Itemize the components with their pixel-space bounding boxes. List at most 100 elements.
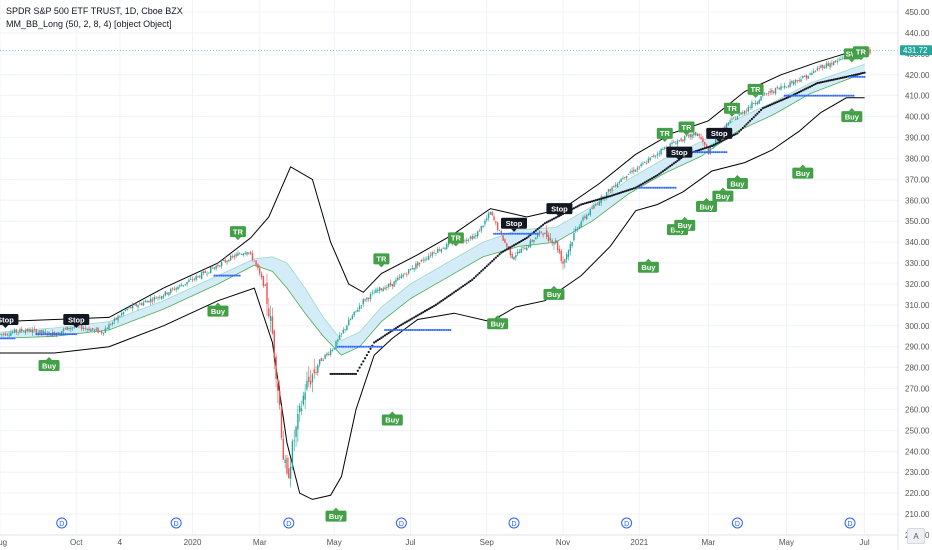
trail-dot: [452, 291, 456, 294]
signal-tr-marker[interactable]: TR: [447, 232, 464, 247]
candle-body: [796, 79, 799, 81]
signal-buy-marker[interactable]: Buy: [381, 411, 403, 426]
candle-body: [698, 134, 700, 136]
level-dot: [351, 345, 354, 348]
candle-body: [120, 313, 123, 316]
level-dot: [840, 94, 842, 97]
candle-body: [291, 441, 294, 468]
trail-dot: [858, 72, 861, 76]
trail-dot: [781, 98, 784, 101]
signal-stop-marker[interactable]: Stop: [501, 217, 528, 232]
signal-tr-marker[interactable]: TR: [373, 253, 390, 268]
x-tick-label: May: [779, 538, 794, 547]
trail-dot: [641, 182, 645, 185]
trail-dot: [696, 149, 699, 152]
dividend-icon[interactable]: D: [395, 517, 407, 529]
trail-dot: [491, 259, 494, 263]
signal-stop-marker[interactable]: Stop: [546, 203, 573, 218]
candle-body: [318, 359, 321, 365]
trail-dot: [701, 147, 705, 150]
signal-stop-marker[interactable]: Stop: [0, 314, 19, 329]
candle-body: [584, 216, 586, 218]
y-tick-label: 230.00: [905, 468, 930, 477]
trail-dot: [605, 196, 608, 199]
signal-buy-marker[interactable]: Buy: [712, 187, 734, 202]
level-dot: [714, 151, 717, 154]
candle-body: [553, 242, 555, 245]
signal-tr-marker[interactable]: TR: [723, 102, 740, 117]
candle-body: [426, 258, 428, 260]
candle-body: [644, 162, 646, 164]
trail-dot: [427, 307, 430, 311]
candle-body: [182, 285, 185, 286]
candle-body: [407, 269, 410, 274]
signal-tr-marker[interactable]: TR: [852, 46, 869, 61]
dividend-icon[interactable]: D: [844, 517, 856, 529]
level-dot: [667, 186, 670, 189]
signal-tr-marker[interactable]: TR: [229, 226, 246, 241]
signal-buy-marker[interactable]: Buy: [543, 285, 565, 300]
level-dot: [353, 345, 355, 348]
signal-buy-marker[interactable]: Buy: [792, 164, 814, 179]
marker-box: [63, 314, 90, 326]
signal-buy-marker[interactable]: Buy: [674, 216, 696, 231]
candle-body: [589, 208, 591, 215]
candle-body: [71, 327, 74, 329]
signal-stop-marker[interactable]: Stop: [666, 146, 693, 161]
trail-dot: [492, 258, 496, 261]
candle-body: [551, 240, 553, 244]
time-axis[interactable]: Aug Oct 4 2020 Mar May Jul Sep Nov 2021 Mar May Jul: [0, 534, 898, 547]
dividend-icon[interactable]: D: [508, 517, 520, 529]
signal-tr-marker[interactable]: TR: [747, 83, 764, 98]
level-dot: [852, 94, 855, 97]
candle-body: [146, 301, 148, 303]
level-dot: [369, 345, 372, 348]
signal-buy-marker[interactable]: Buy: [38, 357, 60, 372]
dividend-icon[interactable]: D: [283, 517, 295, 529]
signal-buy-marker[interactable]: Buy: [841, 108, 863, 123]
signal-stop-marker[interactable]: Stop: [63, 314, 90, 329]
trail-dot: [360, 363, 363, 366]
x-tick-label: 2020: [184, 538, 202, 547]
candle-body: [800, 79, 802, 82]
trail-dot: [830, 78, 833, 82]
candle-body: [97, 327, 99, 333]
level-dot: [396, 329, 399, 331]
signal-tr-marker[interactable]: TR: [656, 127, 673, 142]
candle-body: [369, 293, 372, 300]
candle-body: [12, 331, 14, 333]
x-tick-label: Sep: [480, 538, 495, 547]
auto-scale-button[interactable]: A: [907, 528, 925, 544]
signal-stop-marker[interactable]: Stop: [706, 127, 733, 142]
signal-buy-marker[interactable]: Buy: [325, 507, 347, 522]
dividend-icon[interactable]: D: [621, 517, 633, 529]
dividend-icon[interactable]: D: [56, 517, 68, 529]
signal-buy-marker[interactable]: Buy: [207, 302, 229, 317]
trail-dot: [621, 190, 625, 194]
trail-dot: [647, 179, 650, 182]
candle-body: [438, 249, 441, 251]
dividend-icon[interactable]: D: [731, 517, 743, 529]
dividend-icon[interactable]: D: [170, 517, 182, 529]
level-dot: [787, 94, 790, 97]
candle-body: [351, 315, 354, 319]
signal-buy-marker[interactable]: Buy: [637, 258, 659, 273]
level-dot: [518, 232, 521, 235]
candle-body: [749, 106, 751, 108]
candle-body: [275, 356, 277, 380]
signal-buy-marker[interactable]: Buy: [726, 175, 748, 190]
y-tick-label: 300.00: [905, 322, 930, 331]
marker-label: TR: [233, 227, 244, 236]
signal-buy-marker[interactable]: Buy: [696, 198, 718, 213]
candle-body: [395, 279, 397, 283]
candle-body: [157, 297, 159, 299]
trail-dot: [707, 145, 710, 149]
signal-tr-marker[interactable]: TR: [678, 121, 695, 136]
trail-dot: [732, 134, 735, 137]
candle-body: [576, 228, 579, 230]
price-axis[interactable]: 200.00210.00220.00230.00240.00250.00260.…: [897, 0, 930, 550]
level-dot: [220, 274, 223, 277]
signal-buy-marker[interactable]: Buy: [487, 315, 509, 330]
